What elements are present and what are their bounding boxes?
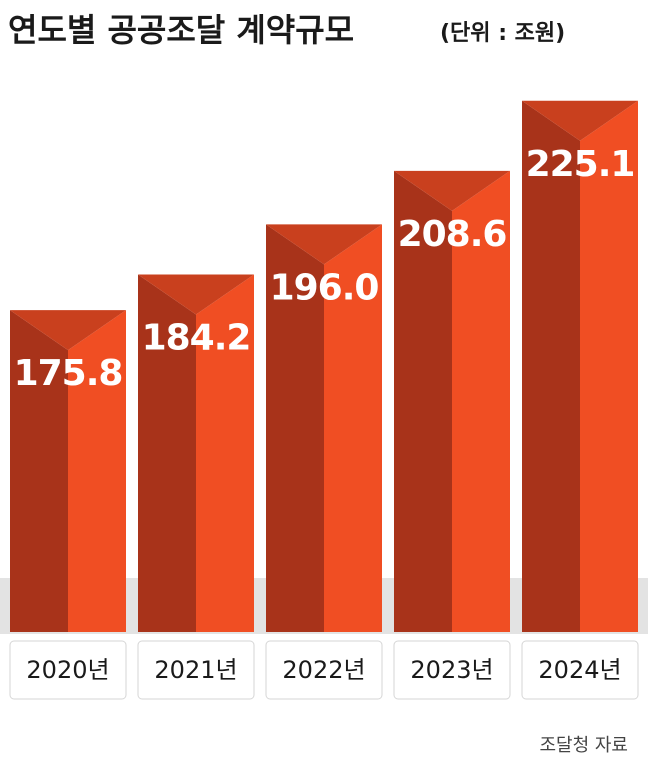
category-box bbox=[137, 640, 255, 700]
x-tick-label: 2021년 bbox=[154, 656, 237, 684]
value-label: 196.0 bbox=[270, 267, 379, 308]
bar bbox=[68, 310, 126, 632]
chart-title: 연도별 공공조달 계약규모 bbox=[8, 11, 354, 49]
value-label: 208.6 bbox=[398, 214, 507, 255]
bar-top bbox=[522, 100, 638, 141]
bar-top bbox=[10, 310, 126, 351]
bar-side bbox=[522, 100, 580, 632]
bar bbox=[580, 100, 638, 632]
value-label: 184.2 bbox=[142, 317, 251, 358]
value-label: 225.1 bbox=[526, 144, 635, 185]
x-tick-label: 2020년 bbox=[26, 656, 109, 684]
x-tick-label: 2023년 bbox=[410, 656, 493, 684]
x-tick-label: 2024년 bbox=[538, 656, 621, 684]
source: 조달청 자료 bbox=[539, 735, 628, 756]
bar-top bbox=[394, 170, 510, 211]
bar-top bbox=[266, 224, 382, 265]
value-label: 175.8 bbox=[14, 353, 123, 394]
category-box bbox=[9, 640, 127, 700]
bar-top bbox=[138, 274, 254, 315]
chart-subtitle: (단위 : 조원) bbox=[440, 21, 565, 46]
bar bbox=[324, 224, 382, 632]
category-box bbox=[521, 640, 639, 700]
x-tick-label: 2022년 bbox=[282, 656, 365, 684]
bar-side bbox=[394, 170, 452, 633]
bar-side bbox=[266, 224, 324, 632]
bar-side bbox=[10, 310, 68, 632]
bar-side bbox=[138, 274, 196, 632]
bar bbox=[452, 170, 510, 633]
bar bbox=[196, 274, 254, 632]
category-box bbox=[393, 640, 511, 700]
category-box bbox=[265, 640, 383, 700]
